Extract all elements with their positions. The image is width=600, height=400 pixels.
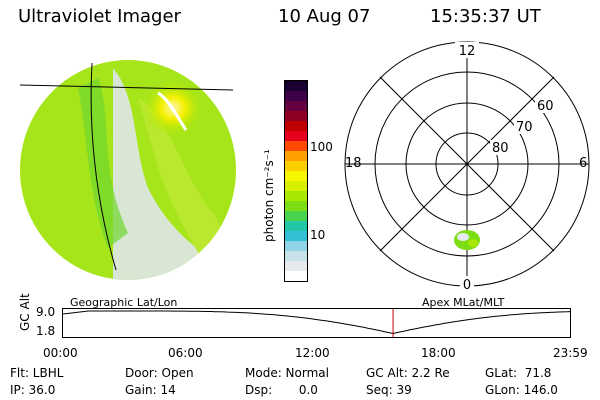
colorbar-band <box>285 91 307 101</box>
colorbar-band <box>285 221 307 231</box>
colorbar-band <box>285 171 307 181</box>
mlt-label-12: 12 <box>459 44 476 59</box>
latitude-line <box>19 84 234 91</box>
colorbar-band <box>285 261 307 271</box>
status-glon: GLon: 146.0 <box>485 383 558 397</box>
timeline-frame <box>62 308 571 338</box>
mlt-label-6: 6 <box>579 156 587 171</box>
status-flt: Flt: LBHL <box>10 366 64 380</box>
colorbar-band <box>285 111 307 121</box>
lat-label-60: 60 <box>537 99 554 114</box>
altitude-curve <box>62 310 572 335</box>
auroral-band <box>138 98 223 268</box>
colorbar-band <box>285 191 307 201</box>
timeline-axis-label: GC Alt <box>18 293 32 331</box>
lat-label-80: 80 <box>492 141 509 156</box>
mlt-label-18: 18 <box>345 156 362 171</box>
colorbar-band <box>285 121 307 131</box>
colorbar <box>284 80 308 282</box>
timeline-right-title: Apex MLat/MLT <box>422 296 505 309</box>
mlt-12-bg <box>455 42 479 58</box>
colorbar-band <box>285 211 307 221</box>
bright-core <box>157 91 188 131</box>
colorbar-band <box>285 181 307 191</box>
mlt-line-diag-2 <box>379 76 555 252</box>
colorbar-band <box>285 81 307 91</box>
lat-60-bg <box>535 98 555 113</box>
x-tick-0600: 06:00 <box>168 346 203 360</box>
time-label: 15:35:37 UT <box>430 6 541 27</box>
mlt-label-0: 0 <box>463 278 471 293</box>
mlt-0-bg <box>460 276 474 292</box>
x-tick-1800: 18:00 <box>421 346 456 360</box>
colorbar-tick-10: 10 <box>310 228 326 242</box>
colorbar-band <box>285 251 307 261</box>
timeline-y-tick-max: 9.0 <box>36 305 56 319</box>
colorbar-band <box>285 231 307 241</box>
timeline-plot <box>62 308 572 338</box>
polar-plot: 12 0 18 6 60 70 80 <box>344 41 590 293</box>
lat-80-bg <box>490 140 510 155</box>
colorbar-band <box>285 201 307 211</box>
status-glat: GLat: 71.8 <box>485 366 552 380</box>
lat-70-bg <box>514 119 534 134</box>
status-gain: Gain: 14 <box>125 383 176 397</box>
colorbar-band <box>285 141 307 151</box>
low-intensity-region <box>113 68 236 280</box>
timeline-y-tick-min: 1.8 <box>36 324 56 338</box>
status-dsp: Dsp: 0.0 <box>245 383 318 397</box>
app-title: Ultraviolet Imager <box>18 6 181 27</box>
colorbar-tick-100: 100 <box>310 140 333 154</box>
date-label: 10 Aug 07 <box>278 6 371 27</box>
geographic-image <box>19 60 236 280</box>
status-mode: Mode: Normal <box>245 366 329 380</box>
timeline-left-title: Geographic Lat/Lon <box>70 296 178 309</box>
colorbar-band <box>285 131 307 141</box>
status-seq: Seq: 39 <box>366 383 412 397</box>
x-tick-1200: 12:00 <box>295 346 330 360</box>
colorbar-band <box>285 271 307 281</box>
colorbar-band <box>285 161 307 171</box>
polar-emission-patch <box>454 230 480 250</box>
auroral-arc <box>78 78 128 248</box>
status-door: Door: Open <box>125 366 194 380</box>
colorbar-unit-label: photon cm⁻²s⁻¹ <box>262 149 276 242</box>
colorbar-band <box>285 101 307 111</box>
x-tick-2359: 23:59 <box>553 346 588 360</box>
longitude-line <box>90 62 117 271</box>
lat-label-70: 70 <box>516 120 533 135</box>
colorbar-band <box>285 241 307 251</box>
status-ip: IP: 36.0 <box>10 383 56 397</box>
colorbar-band <box>285 151 307 161</box>
status-gcalt: GC Alt: 2.2 Re <box>366 366 450 380</box>
x-tick-0000: 00:00 <box>43 346 78 360</box>
